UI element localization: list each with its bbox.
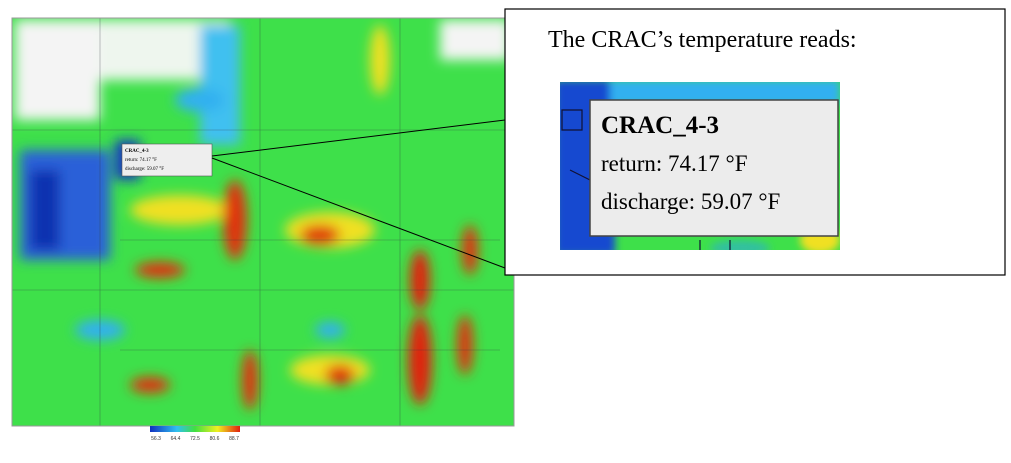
zoomed-tooltip-return: return: 74.17 °F: [601, 151, 748, 176]
zoomed-tooltip-discharge: discharge: 59.07 °F: [601, 189, 780, 214]
legend-label: 80.6: [210, 436, 220, 442]
callout-heading: The CRAC’s temperature reads:: [548, 27, 857, 53]
zoomed-tooltip-name: CRAC_4-3: [601, 112, 719, 139]
legend-label: 88.7: [229, 436, 239, 442]
map-tooltip-name: CRAC_4-3: [125, 149, 149, 154]
heat-map: [12, 18, 514, 426]
legend-label: 56.3: [151, 436, 161, 442]
map-tooltip-discharge: discharge: 59.07 °F: [125, 167, 164, 172]
legend-label: 72.5: [190, 436, 200, 442]
zoomed-tooltip: [589, 99, 839, 237]
legend-label: 64.4: [171, 436, 181, 442]
callout-line: [211, 119, 506, 157]
map-tooltip-return: return: 74.17 °F: [125, 158, 157, 163]
legend-bar: [150, 426, 240, 432]
map-tooltip: [121, 143, 213, 177]
callout-line: [211, 157, 506, 269]
